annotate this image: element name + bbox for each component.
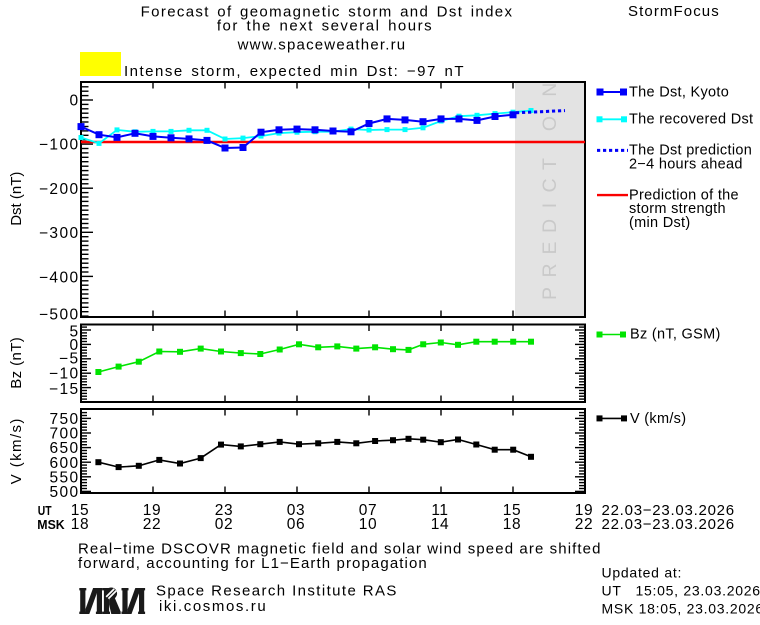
svg-text:22: 22 xyxy=(143,516,161,533)
svg-text:−10: −10 xyxy=(49,366,80,383)
svg-text:−15: −15 xyxy=(49,381,80,398)
svg-text:2−4 hours ahead: 2−4 hours ahead xyxy=(629,157,743,173)
svg-text:V (km/s): V (km/s) xyxy=(630,411,686,427)
svg-text:UT: UT xyxy=(38,503,52,518)
svg-text:R: R xyxy=(539,263,561,277)
svg-text:500: 500 xyxy=(49,484,79,501)
svg-text:P: P xyxy=(539,287,561,300)
svg-text:Bz (nT, GSM): Bz (nT, GSM) xyxy=(630,327,721,343)
svg-text:V (km/s): V (km/s) xyxy=(8,417,25,484)
svg-text:−300: −300 xyxy=(39,225,80,242)
svg-text:22.03−23.03.2026: 22.03−23.03.2026 xyxy=(602,516,735,533)
svg-text:18: 18 xyxy=(71,516,89,533)
svg-text:forward, accounting for L1−Ear: forward, accounting for L1−Earth propaga… xyxy=(78,555,428,572)
svg-text:O: O xyxy=(539,116,561,131)
svg-text:StormFocus: StormFocus xyxy=(628,3,720,20)
svg-text:−100: −100 xyxy=(39,137,80,154)
svg-text:T: T xyxy=(539,158,561,170)
svg-text:MSK: MSK xyxy=(37,517,65,532)
svg-text:for the next several hours: for the next several hours xyxy=(217,18,433,35)
svg-text:22: 22 xyxy=(575,516,593,533)
svg-text:Space Research Institute RAS: Space Research Institute RAS xyxy=(156,583,398,600)
svg-text:The recovered Dst: The recovered Dst xyxy=(629,112,753,128)
svg-text:Bz (nT): Bz (nT) xyxy=(8,337,25,389)
svg-text:−500: −500 xyxy=(39,307,80,324)
svg-text:The Dst, Kyoto: The Dst, Kyoto xyxy=(629,84,729,100)
svg-text:02: 02 xyxy=(215,516,233,533)
svg-text:0: 0 xyxy=(69,93,79,110)
svg-text:Intense storm, expected min Ds: Intense storm, expected min Dst: −97 nT xyxy=(124,63,465,80)
svg-text:−200: −200 xyxy=(39,181,80,198)
svg-text:Updated at:: Updated at: xyxy=(602,565,683,581)
svg-text:18: 18 xyxy=(503,516,521,533)
svg-text:06: 06 xyxy=(287,516,305,533)
svg-text:UT 15:05, 23.03.2026: UT 15:05, 23.03.2026 xyxy=(602,583,760,599)
svg-text:N: N xyxy=(539,83,561,97)
svg-text:I: I xyxy=(539,203,561,208)
svg-text:(min Dst): (min Dst) xyxy=(629,215,691,231)
svg-text:www.spaceweather.ru: www.spaceweather.ru xyxy=(237,37,407,54)
svg-text:−400: −400 xyxy=(39,269,80,286)
svg-text:10: 10 xyxy=(359,516,377,533)
svg-text:Dst (nT): Dst (nT) xyxy=(8,172,25,226)
svg-text:C: C xyxy=(539,178,561,192)
svg-text:MSK 18:05, 23.03.2026: MSK 18:05, 23.03.2026 xyxy=(602,601,760,617)
svg-text:E: E xyxy=(539,241,561,254)
svg-text:D: D xyxy=(539,219,561,233)
svg-text:14: 14 xyxy=(431,516,449,533)
svg-text:iki.cosmos.ru: iki.cosmos.ru xyxy=(159,598,267,615)
